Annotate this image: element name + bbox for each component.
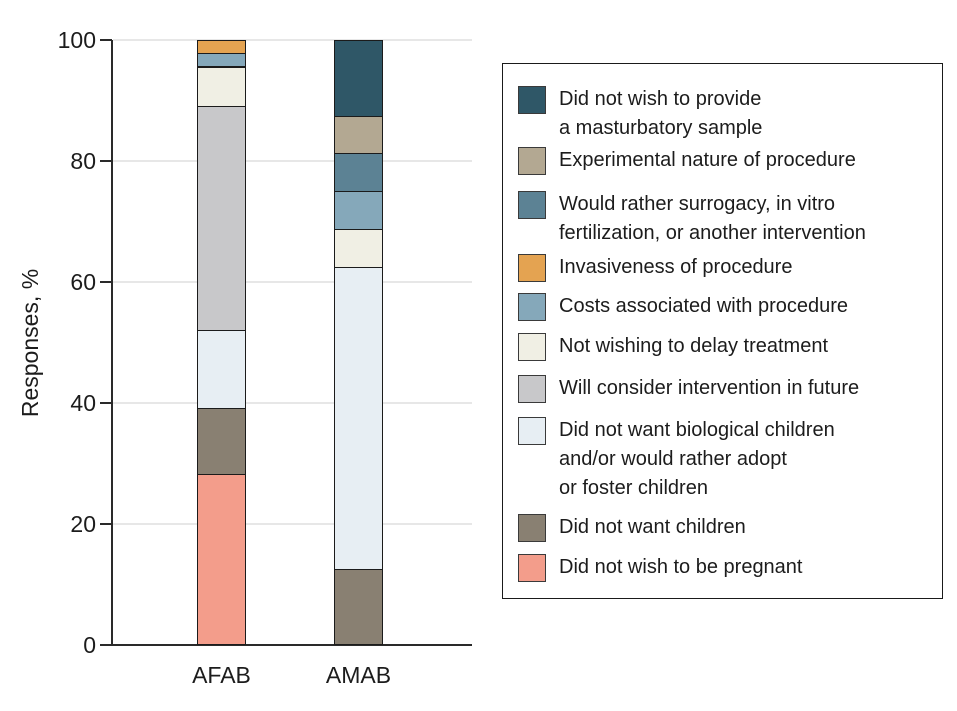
y-tick-label-60: 60 [70, 269, 96, 295]
legend-item: Invasiveness of procedure [518, 254, 792, 282]
bar-segment-invasiveness-of-procedure [197, 40, 246, 54]
legend-item: Would rather surrogacy, in vitro fertili… [518, 191, 866, 248]
legend-label: Did not wish to be pregnant [559, 556, 803, 578]
gridline-20 [113, 523, 472, 525]
legend-swatch [518, 417, 546, 445]
legend-item: Not wishing to delay treatment [518, 333, 828, 361]
x-axis-line [111, 644, 472, 646]
y-axis-line [111, 40, 113, 646]
y-tick-label-20: 20 [70, 511, 96, 537]
bar-segment-costs-associated-with-procedure [334, 191, 383, 230]
legend-label: Did not want biological children and/or … [559, 419, 835, 499]
legend-item: Did not wish to be pregnant [518, 554, 803, 582]
bar-amab [334, 40, 383, 645]
y-tick-label-0: 0 [83, 632, 96, 658]
legend-label: Not wishing to delay treatment [559, 335, 829, 357]
legend-item: Did not wish to provide a masturbatory s… [518, 86, 762, 143]
legend-label: Did not want children [559, 516, 746, 538]
bar-segment-not-wishing-to-delay-treatment [197, 67, 246, 107]
legend-item: Did not want children [518, 514, 746, 542]
bar-segment-did-not-want-biological-children-and-or- [197, 330, 246, 410]
bar-afab [197, 40, 246, 645]
legend-swatch [518, 191, 546, 219]
bar-segment-did-not-wish-to-be-pregnant [197, 474, 246, 645]
legend-box: Did not wish to provide a masturbatory s… [502, 63, 943, 599]
legend-label: Costs associated with procedure [559, 295, 849, 317]
legend-swatch [518, 293, 546, 321]
gridline-60 [113, 281, 472, 283]
bar-segment-will-consider-intervention-in-future [197, 106, 246, 331]
bar-segment-did-not-wish-to-provide-a-masturbatory-s [334, 40, 383, 117]
legend-item: Costs associated with procedure [518, 293, 848, 321]
legend-swatch [518, 554, 546, 582]
legend-item: Will consider intervention in future [518, 375, 859, 403]
bar-segment-costs-associated-with-procedure [197, 53, 246, 67]
y-tick-0 [100, 644, 112, 646]
x-axis-label-amab: AMAB [325, 662, 392, 688]
y-tick-label-80: 80 [70, 148, 96, 174]
legend-label: Experimental nature of procedure [559, 149, 856, 171]
y-tick-20 [100, 523, 112, 525]
y-tick-40 [100, 402, 112, 404]
legend-swatch [518, 254, 546, 282]
y-tick-label-100: 100 [57, 27, 96, 53]
bar-segment-would-rather-surrogacy-in-vitro-fertiliz [334, 153, 383, 192]
bar-segment-experimental-nature-of-procedure [334, 116, 383, 155]
gridline-80 [113, 160, 472, 162]
y-tick-80 [100, 160, 112, 162]
gridline-40 [113, 402, 472, 404]
x-axis-label-afab: AFAB [192, 662, 251, 688]
y-tick-100 [100, 39, 112, 41]
legend-label: Did not wish to provide a masturbatory s… [559, 88, 763, 139]
bar-segment-did-not-want-biological-children-and-or- [334, 267, 383, 571]
legend-swatch [518, 86, 546, 114]
legend-item: Did not want biological children and/or … [518, 417, 835, 503]
y-axis-title: Responses, % [17, 268, 43, 418]
legend-label: Invasiveness of procedure [559, 256, 793, 278]
bar-segment-not-wishing-to-delay-treatment [334, 229, 383, 268]
gridline-100 [113, 39, 472, 41]
legend-swatch [518, 514, 546, 542]
legend-item: Experimental nature of procedure [518, 147, 856, 175]
y-tick-label-40: 40 [70, 390, 96, 416]
bar-segment-did-not-want-children [197, 408, 246, 475]
legend-swatch [518, 333, 546, 361]
legend-swatch [518, 375, 546, 403]
y-tick-60 [100, 281, 112, 283]
bar-segment-did-not-want-children [334, 569, 383, 645]
legend-label: Would rather surrogacy, in vitro fertili… [559, 193, 866, 244]
legend-swatch [518, 147, 546, 175]
legend-label: Will consider intervention in future [559, 377, 860, 399]
